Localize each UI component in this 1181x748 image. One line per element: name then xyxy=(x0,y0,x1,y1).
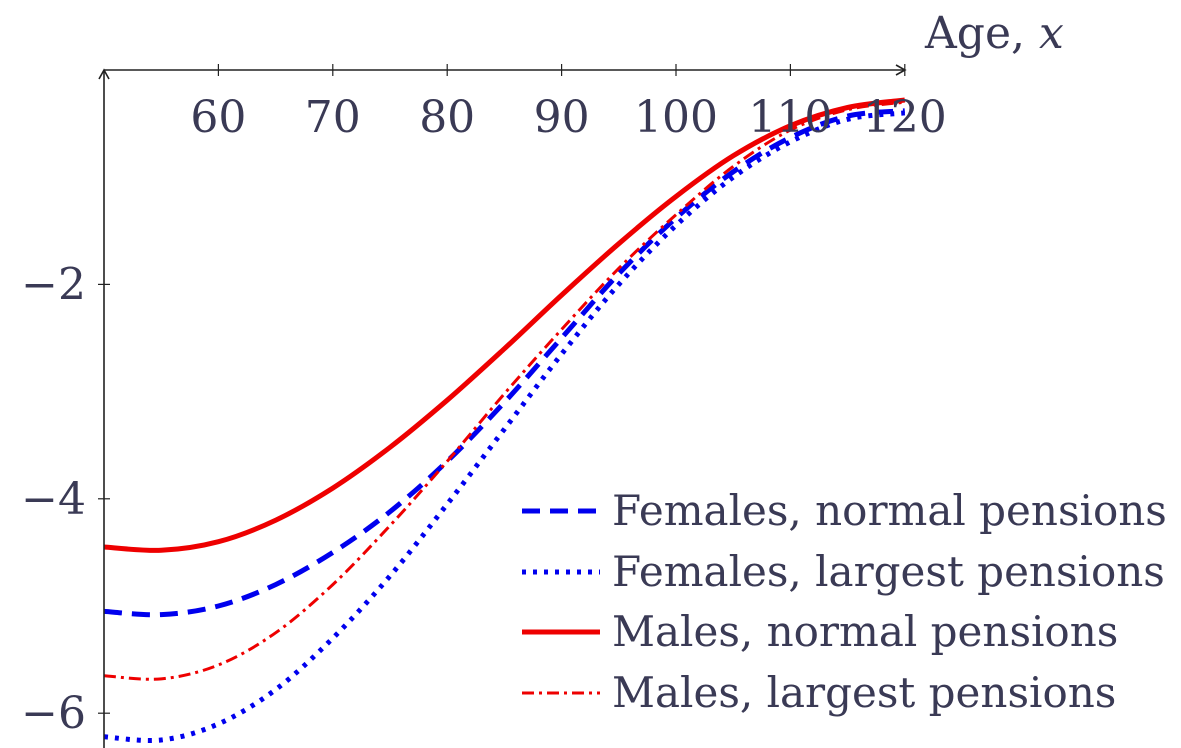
legend-label: Females, normal pensions xyxy=(612,486,1167,535)
y-tick-label: −4 xyxy=(21,474,86,525)
series-line-males-normal-pensions xyxy=(103,97,906,553)
x-tick-label: 60 xyxy=(190,92,246,143)
legend-label: Males, largest pensions xyxy=(612,668,1116,717)
legend-label: Females, largest pensions xyxy=(612,547,1165,596)
x-tick-label: 70 xyxy=(305,92,361,143)
legend: Females, normal pensions Females, largest… xyxy=(522,486,1167,717)
y-axis-arrow-icon xyxy=(98,68,110,80)
x-tick-label: 90 xyxy=(534,92,590,143)
legend-label: Males, normal pensions xyxy=(612,607,1118,656)
series-line-females-largest-pensions xyxy=(103,110,906,743)
x-tick-label: 120 xyxy=(863,92,947,143)
x-axis-title: Age, x xyxy=(924,8,1064,59)
y-tick-label: −2 xyxy=(21,259,86,310)
x-tick-label: 80 xyxy=(419,92,475,143)
y-tick-label: −6 xyxy=(21,688,86,739)
axes-layer: 60 70 80 90 100 110 120 −2 −4 −6 Age, x xyxy=(21,8,1064,748)
series-line-females-normal-pensions xyxy=(103,108,906,618)
series-line-males-largest-pensions xyxy=(103,100,905,681)
x-tick-label: 110 xyxy=(748,92,832,143)
series-layer xyxy=(103,97,906,743)
x-tick-label: 100 xyxy=(634,92,718,143)
